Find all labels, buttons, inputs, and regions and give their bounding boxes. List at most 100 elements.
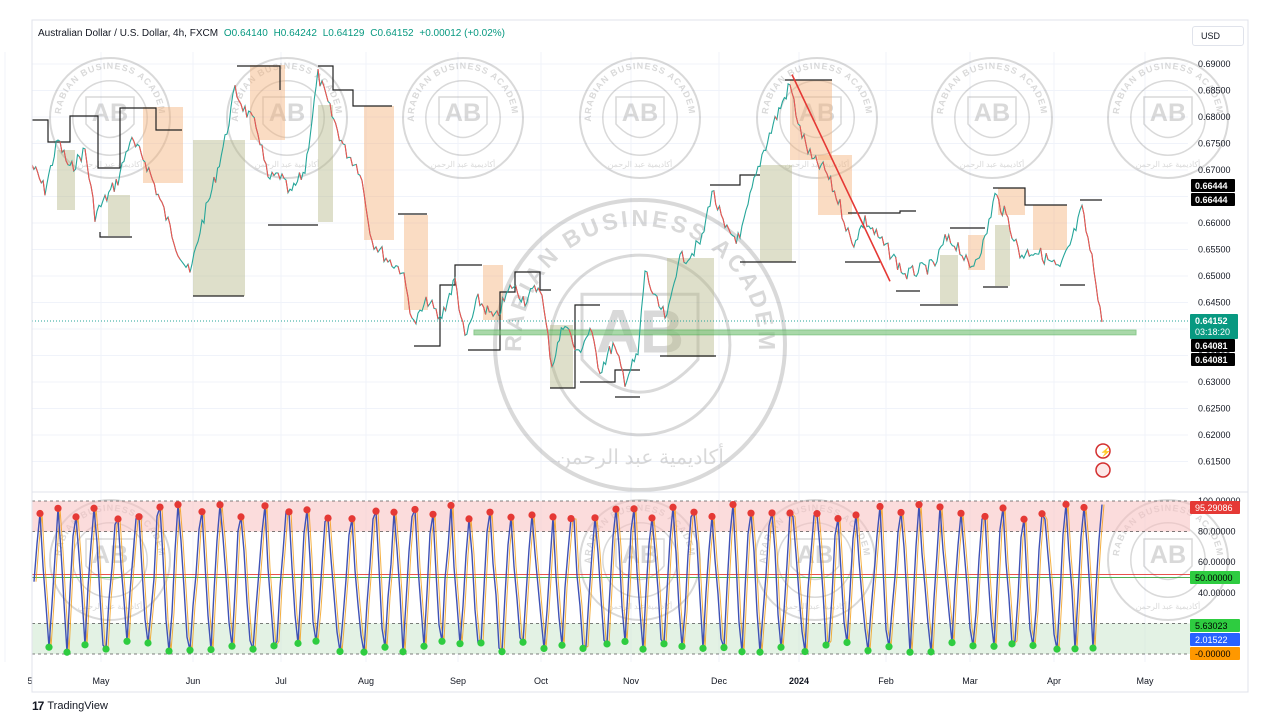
price-tick-label: 0.63000 [1198, 377, 1231, 387]
osc-peak-dot [897, 508, 905, 517]
price-tick-label: 0.67500 [1198, 139, 1231, 149]
osc-peak-dot [690, 508, 698, 516]
osc-trough-dot [579, 644, 587, 652]
price-label-level: 0.66444 [1195, 181, 1228, 191]
osc-peak-dot [486, 508, 494, 516]
watermark-shield-icon [1143, 538, 1193, 581]
osc-peak-dot [834, 514, 842, 523]
osc-trough-dot [186, 646, 194, 654]
watermark-shield-icon [615, 96, 665, 139]
watermark-arabic-text: أكاديمية عبد الرحمن [1136, 600, 1200, 611]
watermark-ring-text: ARABIAN BUSINESS ACADEMY [0, 0, 874, 115]
osc-peak-dot [786, 509, 794, 517]
symbol-legend: Australian Dollar / U.S. Dollar, 4h, FXC… [38, 28, 505, 39]
tradingview-logo-icon: 17 [32, 699, 44, 713]
osc-value-label: 5.63023 [1195, 621, 1228, 631]
osc-peak-dot [1080, 503, 1088, 512]
watermark-inner-ring [1130, 80, 1206, 156]
time-tick-label: Jul [275, 676, 287, 686]
watermark-letters: AB [269, 99, 305, 127]
watermark-ring-path: ARABIAN BUSINESS ACADEMY [0, 0, 873, 115]
time-tick-label: Jun [186, 676, 201, 686]
watermark-ring [402, 57, 524, 179]
price-series-down-segments [31, 69, 1103, 387]
osc-trough-dot [312, 637, 320, 645]
watermark-shield-icon [262, 96, 312, 139]
watermark-arabic-text: أكاديمية عبد الرحمن [1136, 158, 1200, 169]
structure-steps [32, 65, 1102, 398]
symbol-name[interactable]: Australian Dollar / U.S. Dollar, 4h, FXC… [38, 28, 219, 39]
osc-trough-dot [456, 640, 464, 648]
supply-zone [364, 106, 394, 240]
osc-peak-dot [90, 504, 98, 512]
osc-peak-dot [156, 503, 164, 511]
tradingview-footer[interactable]: 17 TradingView [32, 699, 108, 713]
watermark-ring-text: ARABIAN BUSINESS ACADEMY [0, 0, 697, 564]
supply-zone [790, 80, 832, 160]
demand-zone [193, 140, 245, 296]
osc-trough-dot [906, 648, 914, 656]
oscillator-pane[interactable] [32, 500, 1190, 656]
osc-peak-dot [981, 512, 989, 521]
structure-step-line [710, 174, 760, 186]
support-zone-rect[interactable] [473, 329, 1137, 336]
osc-value-label: 95.29086 [1195, 503, 1233, 513]
osc-peak-dot [528, 511, 536, 519]
osc-trough-dot [360, 648, 368, 656]
osc-peak-dot [324, 514, 332, 522]
osc-peak-dot [303, 506, 311, 514]
chart-frame [31, 19, 1249, 693]
osc-trough-dot [519, 638, 527, 646]
osc-peak-dot [876, 502, 884, 511]
osc-trough-dot [336, 647, 344, 656]
osc-peak-dot [114, 515, 122, 523]
price-tick-label: 0.64500 [1198, 298, 1231, 308]
osc-peak-dot [54, 504, 62, 512]
trendline[interactable] [791, 74, 891, 282]
osc-trough-dot [399, 648, 407, 656]
watermark-arabic-text: أكاديمية عبد الرحمن [785, 158, 849, 169]
watermark-arabic-text: أكاديمية عبد الرحمن [431, 158, 495, 169]
watermark-letters: AB [92, 99, 128, 127]
osc-trough-dot [1071, 645, 1079, 653]
watermark-arabic-text: أكاديمية عبد الرحمن [556, 443, 724, 469]
flash-icon[interactable] [1095, 443, 1111, 459]
price-label-level-bg [1191, 193, 1235, 206]
osc-peak-dot [936, 503, 944, 511]
osc-value-label-bg [1190, 619, 1240, 632]
watermark-inner-ring [425, 80, 501, 156]
countdown-label: 03:18:20 [1195, 327, 1230, 337]
watermark-ring-path: ARABIAN BUSINESS ACADEMY [0, 0, 166, 557]
osc-peak-dot [1062, 500, 1070, 508]
osc-trough-dot [756, 648, 764, 656]
osc-value-label-bg [1190, 633, 1240, 646]
osc-trough-dot [228, 642, 236, 650]
osc-trough-dot [420, 642, 428, 650]
watermark-letters: AB [974, 99, 1010, 127]
price-series-line[interactable] [31, 69, 1103, 387]
time-tick-label: Apr [1047, 676, 1061, 686]
currency-selector[interactable]: USD [1192, 26, 1244, 46]
osc-peak-dot [747, 509, 755, 517]
price-tick-label: 0.67000 [1198, 165, 1231, 175]
osc-peak-dot [669, 503, 677, 511]
time-tick-label: Mar [962, 676, 978, 686]
watermark-inner-ring [249, 80, 325, 156]
price-label-level-bg [1191, 179, 1235, 192]
tradingview-brand: TradingView [47, 700, 108, 712]
osc-trough-dot [498, 648, 506, 656]
price-tick-label: 0.61500 [1198, 457, 1231, 467]
osc-trough-dot [603, 640, 611, 648]
structure-step-line [99, 232, 132, 238]
osc-trough-dot [1053, 645, 1061, 653]
time-tick-label: Sep [450, 676, 466, 686]
price-tick-label: 0.68500 [1198, 86, 1231, 96]
time-tick-label: 2024 [789, 676, 809, 686]
osc-fast-line[interactable] [33, 504, 1103, 654]
demand-zone [940, 255, 958, 304]
osc-trough-dot [639, 645, 647, 653]
us-flag-icon[interactable] [1095, 462, 1111, 478]
